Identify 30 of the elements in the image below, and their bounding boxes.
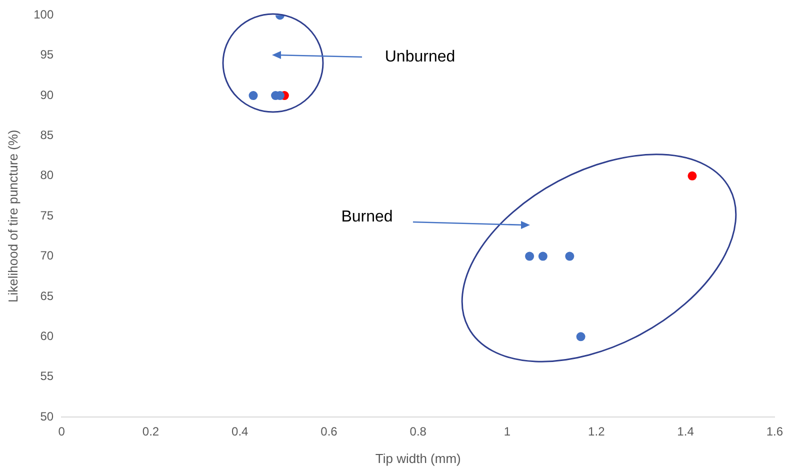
x-tick-label: 0 [58, 424, 66, 439]
y-tick-label: 95 [40, 48, 54, 62]
x-tick-label: 1.2 [588, 424, 606, 439]
annotation: Unburned [384, 48, 456, 66]
y-tick-label: 50 [40, 409, 54, 424]
x-tick-label: 0.6 [320, 424, 338, 439]
y-axis-title: Likelihood of tire puncture (%) [5, 130, 20, 302]
x-tick-label: 1 [504, 424, 511, 439]
y-tick-label: 80 [40, 168, 54, 182]
point [538, 252, 548, 261]
x-axis-title: Tip width (mm) [375, 450, 461, 466]
x-tick-label: 0.2 [142, 424, 160, 439]
point [565, 252, 574, 261]
y-tick-label: 75 [40, 208, 54, 222]
y-tick-label: 65 [40, 288, 54, 303]
annotation: Burned [341, 208, 393, 226]
x-tick-label: 0.4 [232, 424, 249, 439]
y-tick-label: 100 [34, 8, 54, 22]
point [688, 171, 697, 180]
y-tick-label: 85 [40, 128, 54, 142]
y-tick-label: 90 [40, 88, 54, 102]
x-tick-label: 1.6 [766, 424, 784, 439]
point [248, 91, 258, 100]
point [525, 252, 534, 261]
y-tick-label: 70 [40, 248, 54, 263]
y-tick-label: 60 [40, 328, 54, 343]
y-tick-label: 55 [40, 369, 54, 384]
point [576, 332, 586, 342]
x-tick-label: 1.4 [677, 424, 694, 439]
x-tick-label: 0.8 [410, 424, 427, 439]
